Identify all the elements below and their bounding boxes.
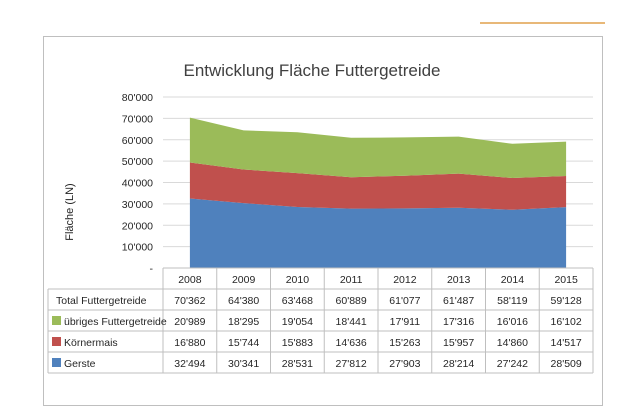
table-value: 61'487 — [443, 295, 474, 307]
table-value: 15'883 — [282, 337, 313, 349]
table-value: 15'744 — [228, 337, 259, 349]
x-tick-label: 2012 — [393, 274, 417, 286]
x-tick-label: 2014 — [501, 274, 525, 286]
table-value: 18'295 — [228, 316, 259, 328]
table-value: 60'889 — [336, 295, 367, 307]
y-tick-label: 20'000 — [122, 220, 153, 232]
area-series — [189, 117, 567, 268]
series-name: übriges Futtergetreide — [64, 316, 167, 328]
area-0 — [189, 198, 567, 268]
table-value: 28'531 — [282, 358, 313, 370]
x-tick-label: 2013 — [447, 274, 471, 286]
table-value: 17'911 — [390, 316, 421, 328]
table-value: 30'341 — [228, 358, 259, 370]
table-value: 18'441 — [336, 316, 367, 328]
table-value: 14'517 — [551, 337, 582, 349]
table-value: 59'128 — [551, 295, 582, 307]
area-1 — [189, 162, 567, 210]
table-value: 28'509 — [551, 358, 582, 370]
table-value: 17'316 — [443, 316, 474, 328]
table-value: 64'380 — [228, 295, 259, 307]
y-tick-label: 50'000 — [122, 156, 153, 168]
x-tick-label: 2015 — [554, 274, 578, 286]
table-value: 27'812 — [336, 358, 367, 370]
decorative-rule — [480, 22, 605, 24]
table-value: 16'102 — [551, 316, 582, 328]
table-value: 70'362 — [174, 295, 205, 307]
table-value: 32'494 — [174, 358, 205, 370]
table-value: 27'242 — [497, 358, 528, 370]
data-table: 2008 2009 2010 2011 2012 2013 2014 2015 Total Fu… — [47, 267, 594, 374]
table-value: 28'214 — [443, 358, 474, 370]
y-tick-label: 30'000 — [122, 199, 153, 211]
series-name: Total Futtergetreide — [56, 295, 147, 307]
table-value: 16'016 — [497, 316, 528, 328]
table-value: 27'903 — [389, 358, 420, 370]
x-tick-label: 2011 — [340, 274, 363, 286]
table-value: 61'077 — [389, 295, 420, 307]
y-tick-label: 10'000 — [122, 242, 153, 254]
legend-key — [52, 316, 61, 325]
area-2 — [189, 117, 567, 178]
table-value: 15'263 — [389, 337, 420, 349]
table-value: 14'860 — [497, 337, 528, 349]
series-name: Gerste — [64, 358, 96, 370]
x-tick-label: 2008 — [178, 274, 202, 286]
y-axis-label: Fläche (LN) — [64, 183, 76, 240]
x-tick-label: 2010 — [286, 274, 310, 286]
y-tick-label: 40'000 — [122, 178, 153, 190]
y-tick-labels: - 10'000 20'000 30'000 40'000 50'000 60'000 70'… — [122, 92, 154, 275]
table-value: 16'880 — [174, 337, 205, 349]
y-tick-label: - — [150, 263, 154, 275]
chart-title: Entwicklung Fläche Futtergetreide — [183, 61, 440, 80]
table-value: 19'054 — [282, 316, 313, 328]
y-tick-label: 60'000 — [122, 135, 153, 147]
table-value: 15'957 — [443, 337, 474, 349]
y-tick-label: 80'000 — [122, 92, 153, 104]
table-value: 14'636 — [336, 337, 367, 349]
legend-key — [52, 358, 61, 367]
legend-key — [52, 337, 61, 346]
x-tick-label: 2009 — [232, 274, 256, 286]
table-value: 58'119 — [497, 295, 528, 307]
table-value: 63'468 — [282, 295, 313, 307]
table-value: 20'989 — [174, 316, 205, 328]
y-tick-label: 70'000 — [122, 113, 153, 125]
series-name: Körnermais — [64, 337, 118, 349]
